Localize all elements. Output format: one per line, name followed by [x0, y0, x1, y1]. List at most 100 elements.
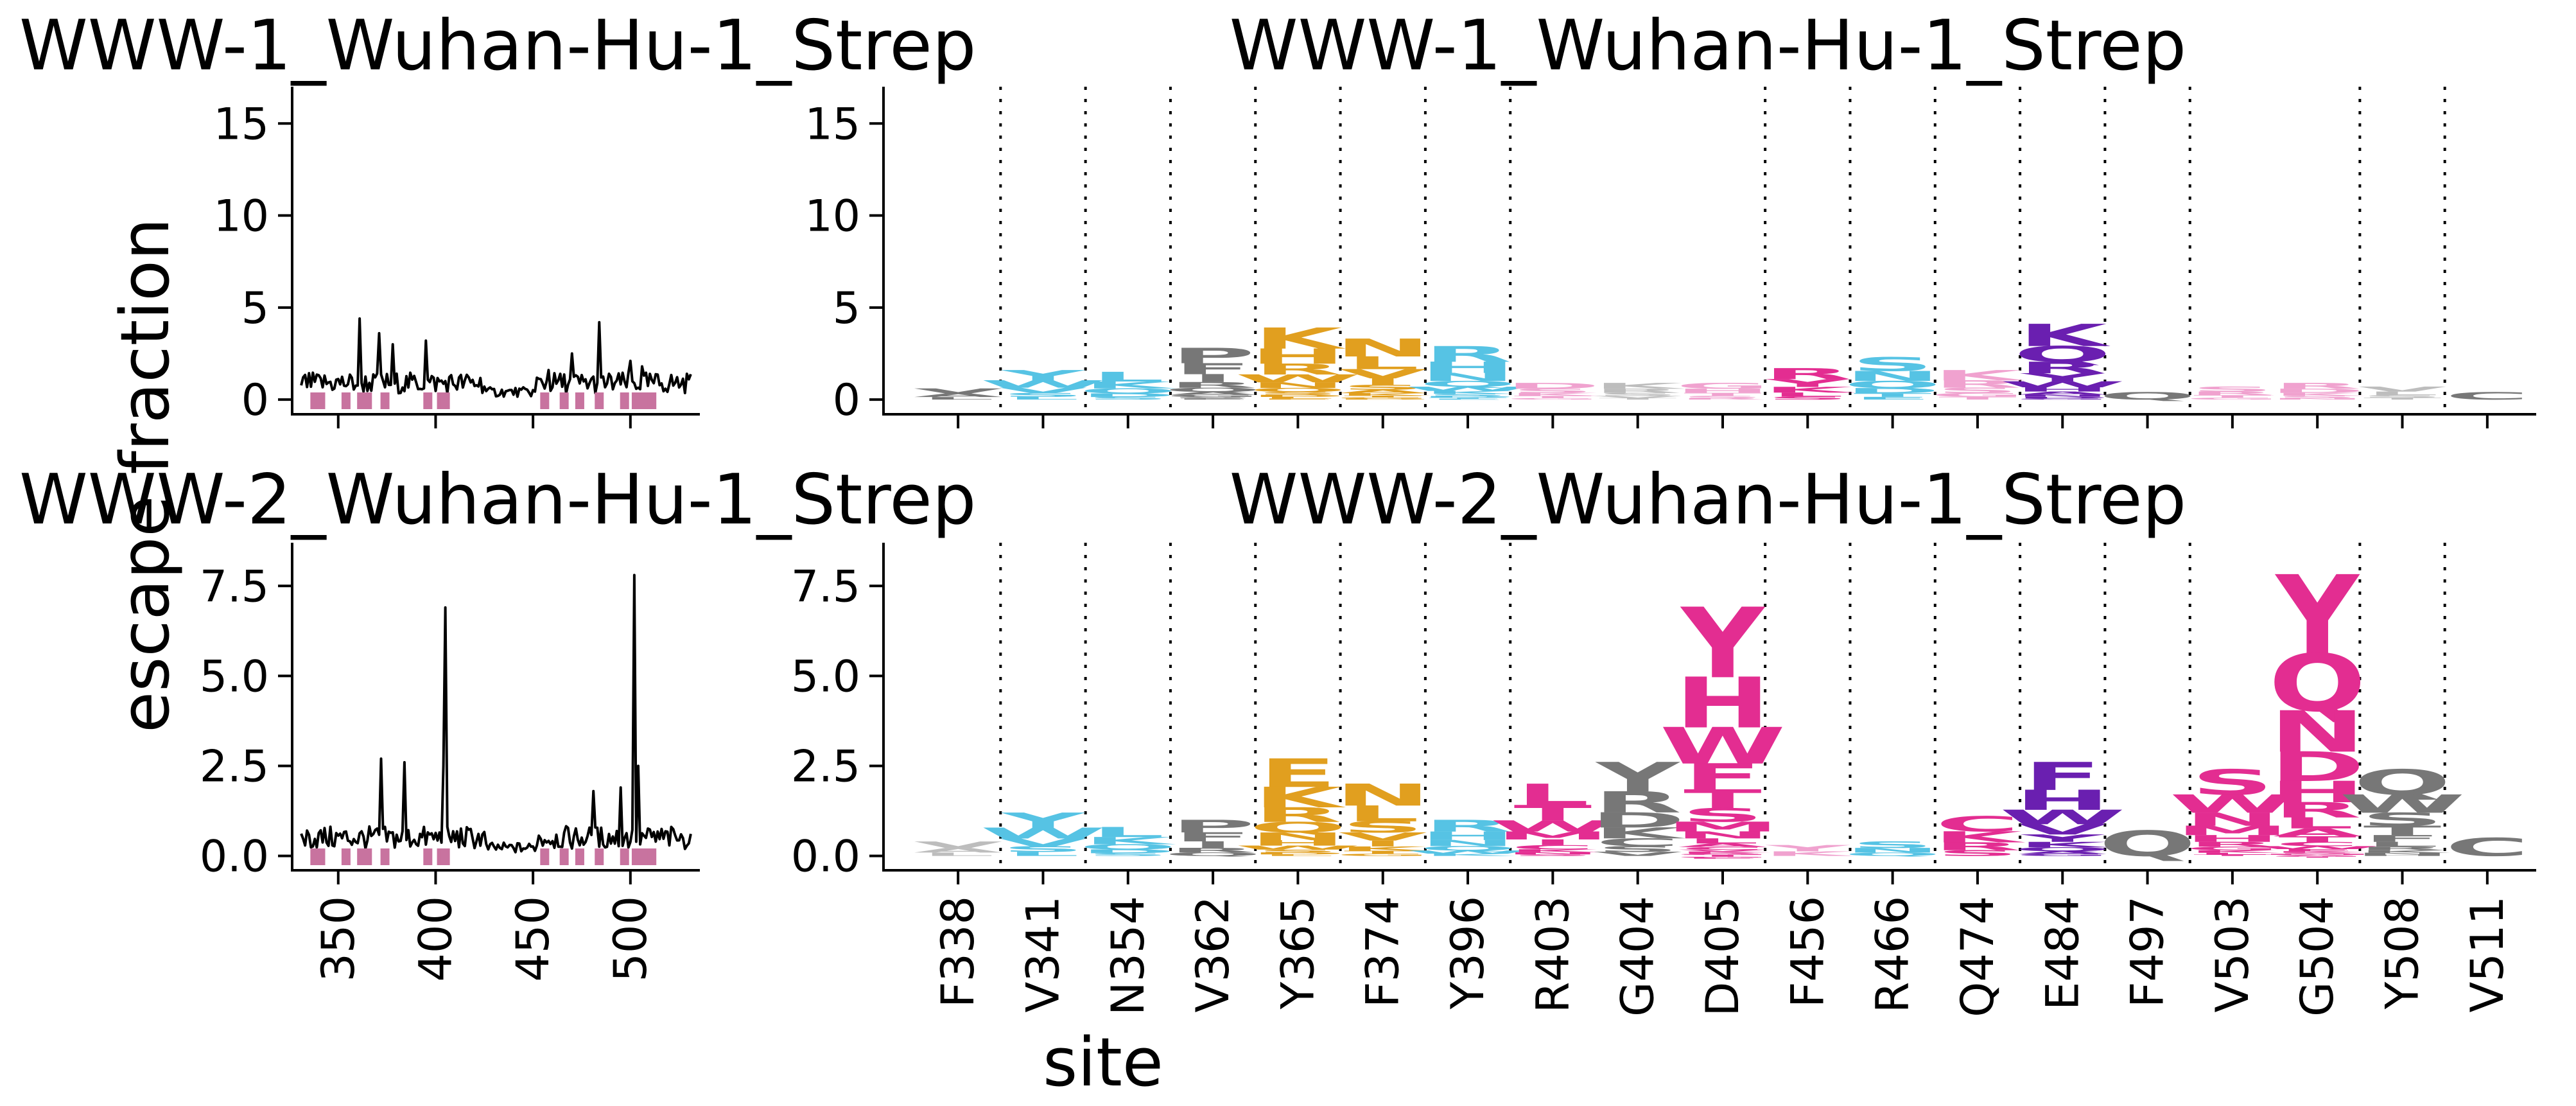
logo-letter: E — [1854, 396, 1932, 401]
logo-letter: W — [1405, 850, 1531, 855]
logo-letter: Q — [1419, 380, 1517, 389]
logo-letter: V — [2273, 854, 2362, 856]
logo-letter: S — [1341, 383, 1423, 391]
logo-letter: D — [1420, 396, 1515, 398]
logo-letter: N — [1420, 371, 1515, 383]
logo-letter: K — [2273, 851, 2365, 854]
logo-letter: S — [1596, 845, 1678, 854]
logo-letter: R — [2019, 358, 2107, 377]
logo-letter: G — [1166, 394, 1260, 398]
logo-letter: Y — [2019, 371, 2105, 384]
logo-letter: R — [2358, 846, 2446, 852]
logo-letter: V — [2018, 821, 2107, 838]
x-tick-label: F374 — [1357, 896, 1409, 1008]
logo-letter: Y — [1680, 588, 1766, 700]
logo-letter: I — [2296, 856, 2338, 857]
logo-letter: Y — [1000, 367, 1086, 384]
logo-letter: G — [2186, 397, 2279, 400]
logo-letter: T — [2193, 394, 2272, 398]
logo-letter: N — [2015, 394, 2110, 398]
panel-title: WWW-2_Wuhan-Hu-1_Strep — [1230, 460, 2186, 540]
logo-letter: R — [1254, 360, 1342, 378]
logo-letter: V — [1339, 830, 1427, 843]
logo-letter: P — [1171, 816, 1255, 836]
logo-letter: Q — [2099, 390, 2197, 401]
logo-letter: G — [1676, 382, 1770, 391]
logo-letter: H — [2015, 784, 2110, 816]
logo-letter: K — [1339, 392, 1431, 396]
logo-letter: V — [1594, 850, 1682, 857]
logo-letter: Q — [1419, 845, 1517, 852]
x-tick-label: R403 — [1526, 896, 1579, 1013]
logo-letter: W — [1235, 372, 1361, 385]
logo-letter: L — [1346, 353, 1420, 374]
site-marker — [575, 392, 584, 409]
site-marker — [633, 392, 643, 409]
logo-letter: M — [2260, 854, 2374, 855]
y-tick-label: 5 — [241, 283, 269, 334]
x-tick-label: 450 — [507, 896, 559, 982]
logo-letter: F — [2023, 755, 2102, 799]
logo-letter: S — [2361, 394, 2443, 398]
site-marker — [423, 848, 433, 865]
logo-letter: D — [2270, 743, 2365, 791]
logo-letter: W — [980, 825, 1106, 842]
logo-letter: K — [1423, 390, 1516, 395]
logo-letter: Q — [2354, 762, 2451, 803]
logo-letter: V — [914, 839, 1002, 850]
y-tick-label: 0 — [833, 375, 860, 426]
logo-letter: F — [2363, 833, 2442, 844]
logo-letter: T — [1599, 398, 1677, 400]
x-tick-label: R466 — [1867, 896, 1919, 1013]
y-tick-label: 0.0 — [200, 832, 269, 882]
logo-letter: R — [2188, 391, 2276, 396]
logo-letter: T — [1429, 398, 1507, 399]
logo-letter: S — [2191, 762, 2274, 803]
x-tick-label: F456 — [1781, 896, 1834, 1008]
logo-letter: Q — [1079, 843, 1177, 851]
logo-letter: D — [2015, 396, 2110, 399]
logo-letter: Q — [2268, 638, 2366, 730]
logo-letter: L — [1686, 837, 1759, 845]
logo-letter: K — [1763, 850, 1856, 857]
x-tick-label: G504 — [2291, 896, 2344, 1017]
logo-letter: K — [2358, 850, 2450, 854]
site-marker — [380, 848, 390, 865]
logo-letter: W — [1999, 380, 2126, 389]
logo-letter: C — [1681, 847, 1765, 851]
x-tick-label: Q474 — [1951, 896, 2004, 1017]
logo-letter: E — [2278, 848, 2356, 852]
logo-letter: D — [1250, 852, 1345, 855]
logo-letter: R — [1169, 380, 1257, 389]
logo-letter: L — [2366, 391, 2439, 396]
logo-letter: S — [1851, 839, 1933, 850]
site-marker — [620, 848, 629, 865]
logo-letter: L — [921, 396, 995, 400]
logo-letter: T — [1344, 395, 1422, 398]
escape-trace — [300, 574, 692, 854]
logo-letter: L — [1517, 778, 1590, 812]
x-tick-label: G404 — [1612, 896, 1664, 1017]
logo-letter: S — [1087, 852, 1169, 857]
logo-letter: V — [914, 387, 1002, 395]
logo-letter: T — [1684, 784, 1762, 814]
logo-letter: N — [1335, 334, 1431, 362]
logo-letter: C — [1596, 836, 1680, 849]
logo-letter: S — [1511, 854, 1594, 857]
logo-stack: C — [2445, 390, 2529, 401]
